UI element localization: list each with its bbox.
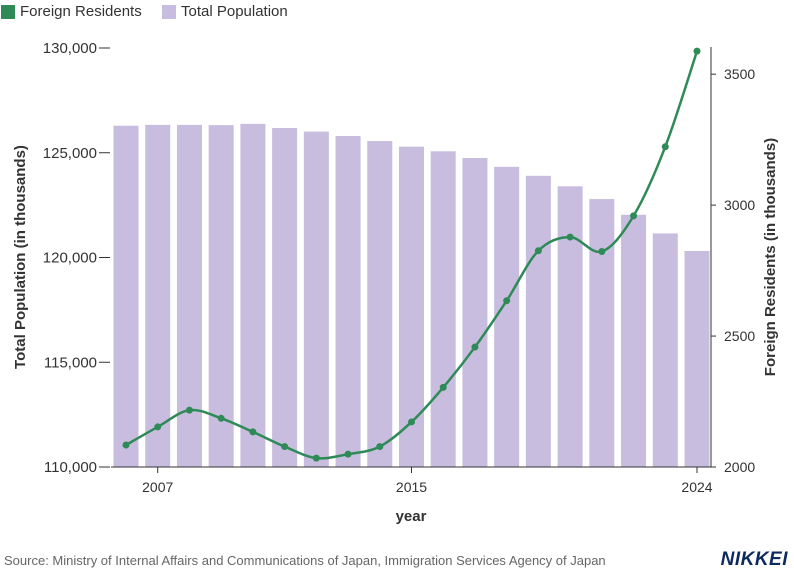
point-foreign-residents-2016 — [439, 383, 447, 391]
left-y-tick-label-4: 130,000 — [43, 40, 97, 57]
bar-total-population-2007 — [145, 124, 171, 467]
point-foreign-residents-2012 — [312, 454, 320, 462]
point-foreign-residents-2021 — [598, 247, 606, 255]
right-y-tick-label-3: 3500 — [724, 66, 755, 82]
point-foreign-residents-2015 — [408, 418, 415, 426]
point-foreign-residents-2024 — [693, 47, 701, 55]
point-foreign-residents-2007 — [154, 423, 162, 431]
right-y-axis-title: Foreign Residents (in thousands) — [762, 138, 779, 376]
legend-label-foreign-residents: Foreign Residents — [20, 3, 142, 20]
bar-total-population-2016 — [430, 151, 456, 467]
left-y-axis-title: Total Population (in thousands) — [12, 145, 29, 369]
bar-total-population-2022 — [621, 214, 647, 467]
x-axis-title: year — [396, 508, 427, 525]
bar-total-population-2018 — [494, 166, 520, 467]
bar-total-population-2009 — [208, 125, 234, 467]
right-y-tick-label-2: 3000 — [724, 197, 755, 213]
left-y-tick-label-3: 125,000 — [43, 145, 97, 162]
left-y-tick-label-1: 115,000 — [44, 354, 97, 371]
bar-total-population-2017 — [462, 157, 488, 468]
bar-total-population-2020 — [557, 186, 583, 467]
x-tick-label-1: 2015 — [396, 479, 427, 495]
left-y-tick-label-0: 110,000 — [44, 459, 97, 476]
bar-total-population-2014 — [367, 141, 393, 467]
point-foreign-residents-2022 — [630, 212, 638, 220]
point-foreign-residents-2011 — [281, 443, 289, 451]
right-y-tick-label-1: 2500 — [724, 328, 755, 344]
bar-total-population-2013 — [335, 135, 361, 468]
point-foreign-residents-2023 — [661, 143, 669, 151]
bar-total-population-2019 — [525, 175, 551, 468]
bar-total-population-2023 — [652, 233, 678, 467]
legend-swatch-total-population — [162, 4, 176, 19]
x-tick-label-2: 2024 — [681, 479, 712, 495]
legend-item-foreign-residents[interactable]: Foreign Residents — [1, 3, 142, 20]
bar-total-population-2012 — [303, 131, 329, 467]
point-foreign-residents-2018 — [503, 297, 511, 305]
bar-total-population-2021 — [589, 199, 615, 467]
nikkei-logo: NIKKEI — [720, 549, 788, 570]
legend-swatch-foreign-residents — [1, 4, 15, 19]
bar-total-population-2011 — [272, 128, 298, 468]
legend-item-total-population[interactable]: Total Population — [162, 3, 288, 20]
left-y-tick-label-2: 120,000 — [43, 250, 97, 267]
point-foreign-residents-2017 — [471, 343, 479, 351]
bar-total-population-2024 — [684, 251, 710, 467]
point-foreign-residents-2013 — [344, 450, 352, 458]
point-foreign-residents-2019 — [534, 247, 542, 255]
bar-total-population-2006 — [113, 125, 139, 468]
point-foreign-residents-2014 — [376, 443, 384, 451]
point-foreign-residents-2009 — [217, 414, 225, 422]
point-foreign-residents-2010 — [249, 428, 257, 436]
source-note: Source: Ministry of Internal Affairs and… — [4, 553, 606, 568]
right-y-tick-label-0: 2000 — [724, 459, 755, 475]
point-foreign-residents-2006 — [122, 441, 130, 449]
point-foreign-residents-2008 — [185, 406, 193, 414]
bar-total-population-2010 — [240, 123, 266, 468]
legend-label-total-population: Total Population — [181, 3, 288, 20]
bar-total-population-2008 — [176, 124, 202, 467]
x-tick-label-0: 2007 — [142, 479, 173, 495]
point-foreign-residents-2020 — [566, 233, 574, 241]
